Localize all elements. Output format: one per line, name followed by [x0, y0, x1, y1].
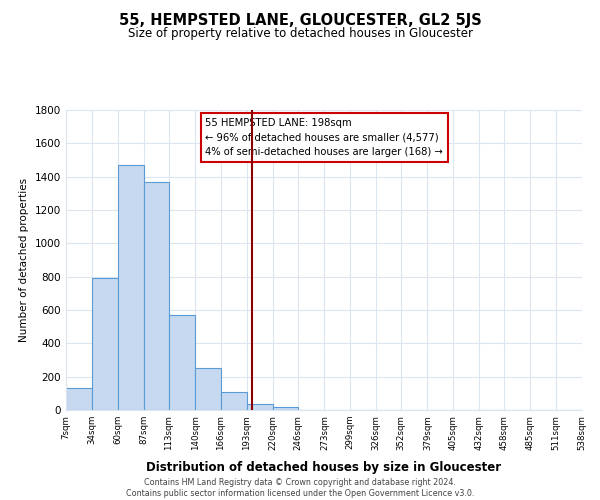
- Bar: [195, 368, 221, 410]
- Bar: [144, 182, 169, 410]
- X-axis label: Distribution of detached houses by size in Gloucester: Distribution of detached houses by size …: [146, 461, 502, 474]
- Bar: [66, 388, 92, 410]
- Y-axis label: Number of detached properties: Number of detached properties: [19, 178, 29, 342]
- Bar: [273, 406, 298, 410]
- Text: Size of property relative to detached houses in Gloucester: Size of property relative to detached ho…: [128, 28, 473, 40]
- Bar: [247, 404, 273, 410]
- Text: 55, HEMPSTED LANE, GLOUCESTER, GL2 5JS: 55, HEMPSTED LANE, GLOUCESTER, GL2 5JS: [119, 12, 481, 28]
- Bar: [169, 315, 195, 410]
- Bar: [118, 165, 144, 410]
- Text: 55 HEMPSTED LANE: 198sqm
← 96% of detached houses are smaller (4,577)
4% of semi: 55 HEMPSTED LANE: 198sqm ← 96% of detach…: [205, 118, 443, 157]
- Text: Contains HM Land Registry data © Crown copyright and database right 2024.
Contai: Contains HM Land Registry data © Crown c…: [126, 478, 474, 498]
- Bar: [221, 392, 247, 410]
- Bar: [92, 278, 118, 410]
